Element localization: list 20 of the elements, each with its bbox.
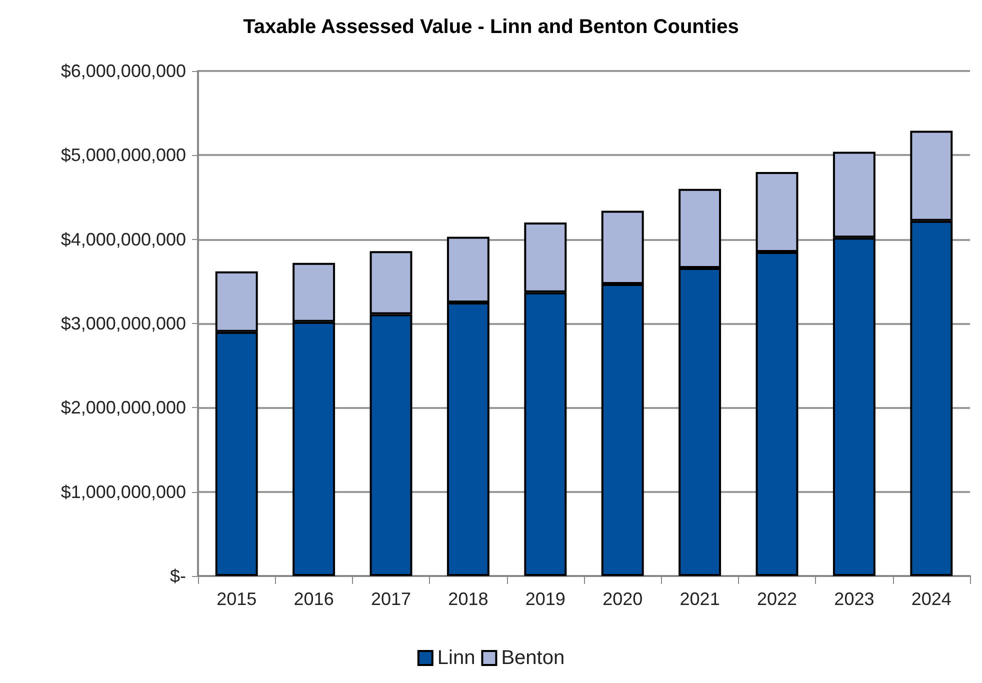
x-tick-label: 2018 — [448, 589, 488, 609]
y-tick-label: $6,000,000,000 — [60, 61, 186, 81]
x-tick-label: 2021 — [680, 589, 720, 609]
x-tick-label: 2019 — [525, 589, 566, 609]
x-tick-label: 2024 — [911, 589, 952, 609]
y-tick-label: $1,000,000,000 — [60, 482, 186, 502]
chart-title: Taxable Assessed Value - Linn and Benton Counties — [243, 16, 739, 38]
x-tick-label: 2017 — [370, 589, 412, 609]
x-tick-label: 2023 — [834, 589, 874, 609]
y-tick-label: $2,000,000,000 — [60, 398, 186, 418]
x-tick-label: 2022 — [756, 589, 798, 609]
x-tick-label: 2016 — [294, 589, 334, 609]
legend-label: Linn — [437, 647, 476, 669]
y-tick-label: $4,000,000,000 — [60, 229, 186, 250]
y-tick-label: $3,000,000,000 — [60, 314, 186, 334]
x-tick-label: 2020 — [602, 589, 643, 609]
x-tick-label: 2015 — [216, 589, 257, 609]
legend-label: Benton — [501, 647, 565, 669]
y-tick-label: $5,000,000,000 — [60, 145, 186, 166]
y-tick-label: $- — [170, 566, 186, 586]
